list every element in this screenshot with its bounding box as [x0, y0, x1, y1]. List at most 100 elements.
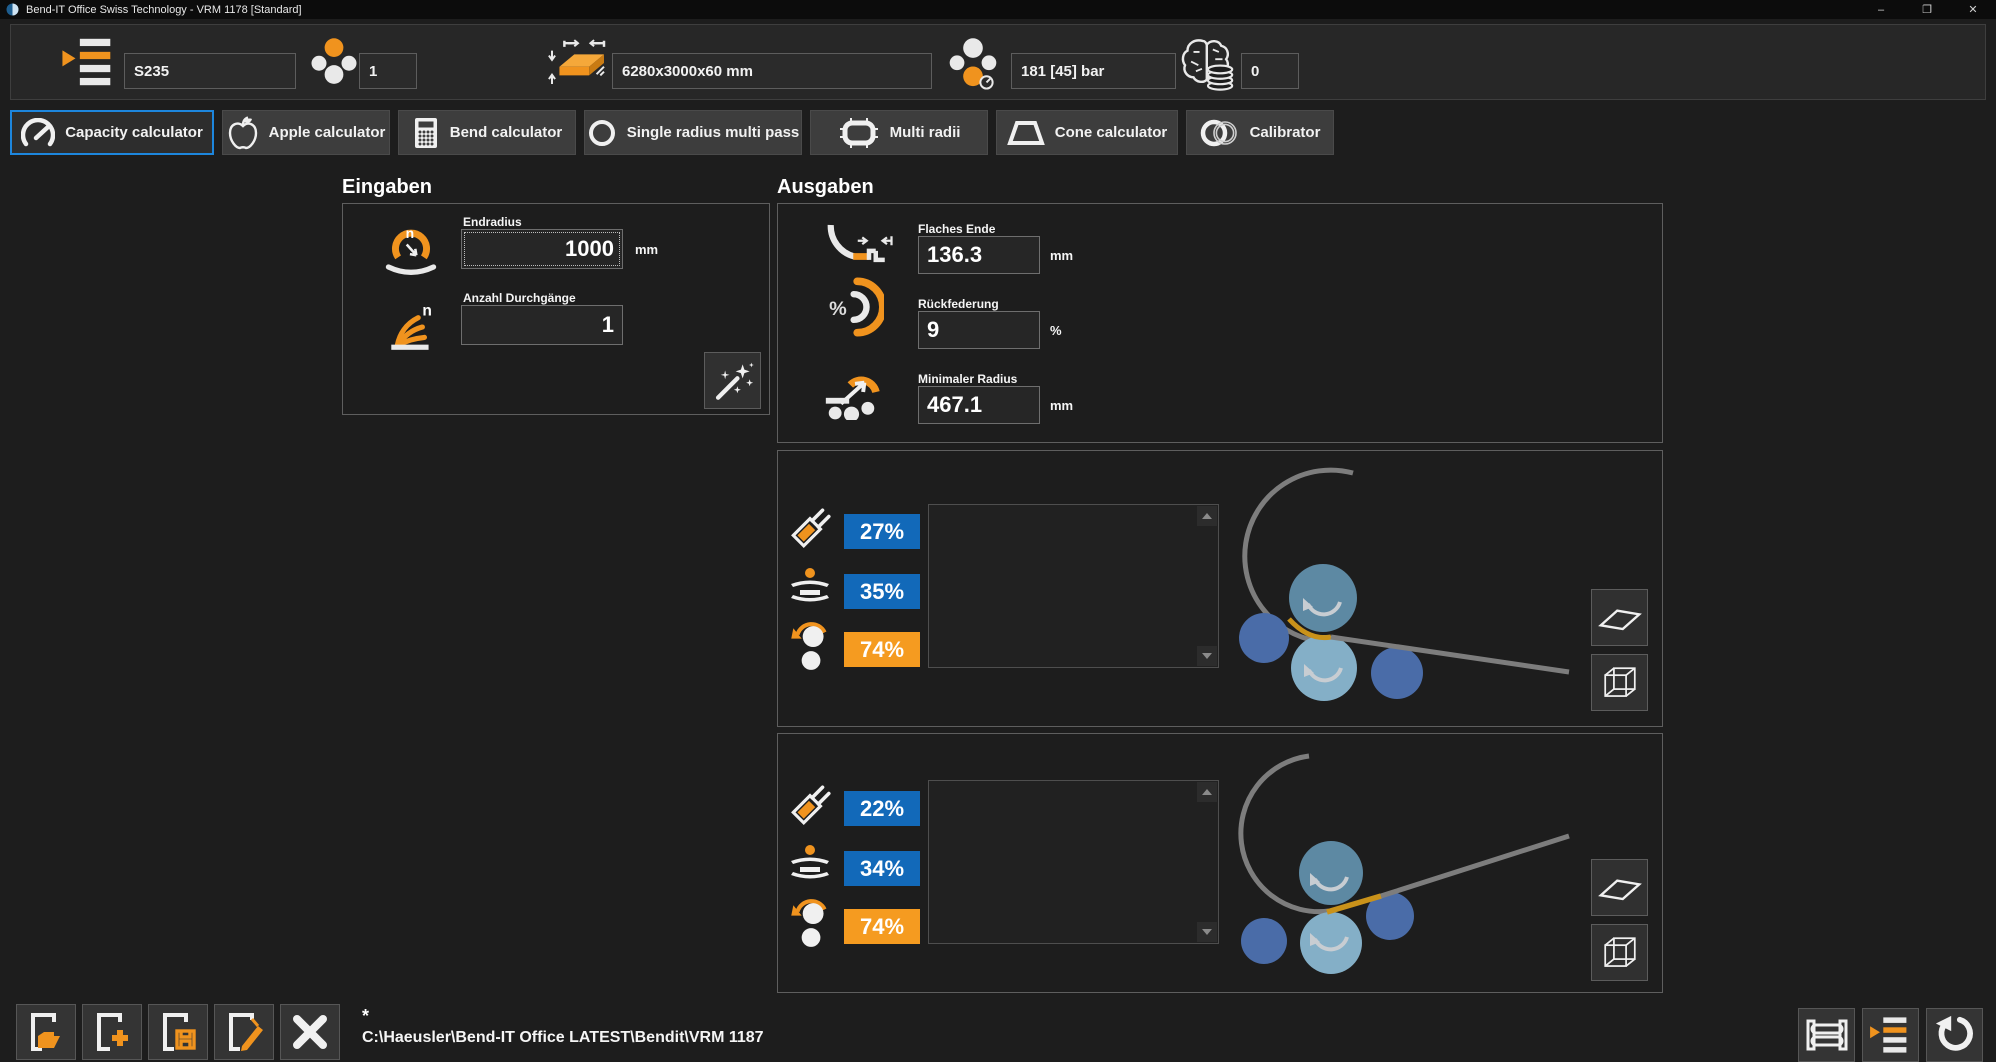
plane-2d-icon — [1597, 878, 1642, 900]
tab-capacity-calculator[interactable]: Capacity calculator — [10, 110, 214, 155]
multi-radii-icon — [839, 117, 878, 148]
side-roll-load-badge: 27% — [844, 514, 920, 549]
pass-panel-1: 27% 35% 74% — [777, 450, 1663, 727]
calibrator-icon — [1200, 119, 1237, 146]
minimize-button[interactable]: – — [1877, 3, 1885, 16]
cube-3d-icon — [1603, 936, 1636, 967]
side-roll-tool-icon — [786, 781, 834, 827]
roll-rotation-icon — [786, 899, 834, 949]
svg-text:n: n — [422, 303, 431, 320]
end-radius-input[interactable] — [461, 229, 623, 269]
flat-end-label: Flaches Ende — [918, 222, 996, 236]
restore-button[interactable]: ❐ — [1922, 4, 1932, 16]
machine-view-button[interactable] — [1798, 1008, 1855, 1062]
outputs-panel: Flaches Ende 136.3 mm % Rückfederung 9 %… — [777, 203, 1663, 443]
undo-icon — [1935, 1015, 1973, 1051]
plate-stack-icon — [786, 843, 834, 883]
pass-panel-2: 22% 34% 74% — [777, 733, 1663, 993]
modified-marker: * — [362, 1006, 370, 1026]
calculator-tabs: Capacity calculator Apple calculator — [10, 110, 1986, 155]
scroll-up-icon[interactable] — [1197, 506, 1217, 526]
inputs-panel: n Endradius mm n Anzahl Durchgänge — [342, 203, 770, 415]
springback-label: Rückfederung — [918, 297, 999, 311]
roll-config-input[interactable] — [359, 53, 417, 89]
bottom-roll — [1300, 912, 1362, 974]
close-file-button[interactable] — [280, 1004, 340, 1060]
plate-size-input[interactable] — [612, 53, 932, 89]
view-2d-button[interactable] — [1591, 859, 1648, 916]
bendit-list-button[interactable] — [1862, 1008, 1919, 1062]
scroll-down-icon[interactable] — [1197, 646, 1217, 666]
magic-wand-icon — [715, 362, 754, 400]
top-roll-load-badge: 34% — [844, 851, 920, 886]
apple-icon — [228, 115, 257, 149]
min-radius-value: 467.1 — [918, 386, 1040, 424]
pressure-input[interactable] — [1011, 53, 1176, 89]
close-button[interactable]: ✕ — [1968, 4, 1978, 16]
top-roll-load-badge: 35% — [844, 574, 920, 609]
file-save-icon — [163, 1013, 196, 1051]
tab-calibrator[interactable]: Calibrator — [1186, 110, 1334, 155]
pass-count-label: Anzahl Durchgänge — [463, 291, 576, 305]
status-path: * C:\Haeusler\Bend-IT Office LATEST\Bend… — [362, 1006, 764, 1047]
plate-stack-icon — [786, 566, 834, 606]
plane-2d-icon — [1597, 608, 1642, 630]
springback-value: 9 — [918, 311, 1040, 349]
file-new-icon — [97, 1013, 128, 1051]
pass-list[interactable] — [928, 504, 1219, 668]
min-radius-icon — [825, 376, 880, 420]
svg-text:n: n — [406, 225, 415, 241]
scroll-down-icon[interactable] — [1197, 922, 1217, 942]
file-open-button[interactable] — [16, 1004, 76, 1060]
left-side-roll — [1239, 613, 1289, 663]
machine-toolbar — [10, 24, 1986, 100]
bottom-roll — [1291, 635, 1357, 701]
springback-unit: % — [1050, 323, 1062, 338]
app-logo-icon — [6, 3, 19, 16]
tab-cone-calculator[interactable]: Cone calculator — [996, 110, 1178, 155]
file-open-icon — [31, 1013, 60, 1051]
single-radius-icon — [588, 119, 615, 146]
view-3d-button[interactable] — [1591, 654, 1648, 711]
file-edit-button[interactable] — [214, 1004, 274, 1060]
svg-text:%: % — [829, 298, 847, 320]
machine-rolls-icon — [1806, 1019, 1847, 1051]
bendit-list-icon — [1869, 1017, 1906, 1053]
wizard-button[interactable] — [704, 352, 761, 409]
tab-bend-calculator[interactable]: Bend calculator — [398, 110, 576, 155]
roll-diagram-2 — [1238, 753, 1570, 974]
tab-multi-radii[interactable]: Multi radii — [810, 110, 988, 155]
side-roll-tool-icon — [786, 504, 834, 550]
left-side-roll — [1241, 918, 1287, 964]
machine-actions-toolbar — [1798, 1008, 1983, 1062]
flat-end-unit: mm — [1050, 248, 1074, 263]
pass-count-input[interactable] — [461, 305, 623, 345]
material-input[interactable] — [124, 53, 296, 89]
min-radius-label: Minimaler Radius — [918, 372, 1018, 386]
outputs-heading: Ausgaben — [777, 176, 874, 198]
tab-apple-calculator[interactable]: Apple calculator — [222, 110, 390, 155]
scroll-up-icon[interactable] — [1197, 782, 1217, 802]
tab-single-radius-multi-pass[interactable]: Single radius multi pass — [584, 110, 802, 155]
inputs-heading: Eingaben — [342, 176, 433, 198]
cone-icon — [1006, 120, 1045, 145]
close-file-icon — [293, 1015, 327, 1049]
drive-load-badge: 74% — [844, 632, 920, 667]
view-2d-button[interactable] — [1591, 589, 1648, 646]
credits-input[interactable] — [1241, 53, 1299, 89]
calculator-icon — [414, 117, 437, 148]
drive-load-badge: 74% — [844, 909, 920, 944]
view-3d-button[interactable] — [1591, 924, 1648, 981]
pass-list[interactable] — [928, 780, 1219, 944]
file-toolbar — [16, 1004, 340, 1060]
top-roll — [1299, 841, 1363, 905]
flat-end-value: 136.3 — [918, 236, 1040, 274]
undo-button[interactable] — [1926, 1008, 1983, 1062]
file-new-button[interactable] — [82, 1004, 142, 1060]
gauge-icon — [21, 117, 56, 146]
end-radius-icon: n — [385, 225, 437, 276]
roll-pressure-icon — [949, 38, 997, 90]
end-radius-unit: mm — [635, 242, 659, 257]
file-save-button[interactable] — [148, 1004, 208, 1060]
plate-dimensions-icon — [548, 39, 606, 85]
